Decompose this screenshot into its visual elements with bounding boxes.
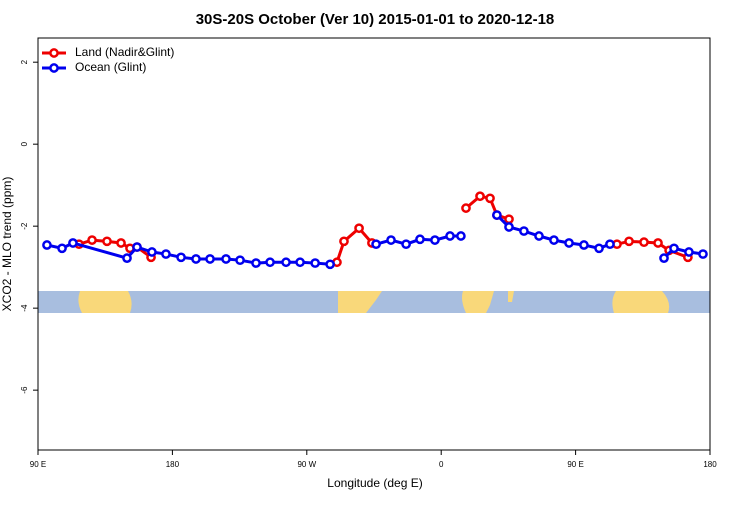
data-point bbox=[653, 238, 663, 248]
data-point bbox=[68, 238, 78, 248]
plot-frame bbox=[37, 37, 711, 451]
data-point bbox=[191, 254, 201, 264]
x-tick-label: 90 E bbox=[567, 460, 583, 469]
data-point bbox=[461, 203, 471, 213]
y-axis-label: XCO2 - MLO trend (ppm) bbox=[0, 177, 14, 312]
legend-marker bbox=[49, 48, 59, 58]
data-point bbox=[221, 254, 231, 264]
data-point bbox=[624, 236, 634, 247]
land-shape bbox=[508, 291, 514, 302]
y-tick-label: -4 bbox=[20, 304, 29, 312]
data-point bbox=[456, 231, 466, 241]
data-point bbox=[605, 239, 615, 250]
data-point bbox=[147, 247, 157, 257]
land-shape bbox=[78, 291, 132, 313]
data-point bbox=[492, 210, 502, 220]
x-tick-label: 180 bbox=[703, 460, 717, 469]
data-point bbox=[639, 237, 649, 248]
data-point bbox=[564, 238, 574, 248]
data-point bbox=[265, 257, 275, 268]
data-point bbox=[325, 259, 335, 270]
x-tick-label: 90 W bbox=[297, 460, 316, 469]
land-shape bbox=[462, 291, 494, 313]
data-point bbox=[176, 252, 186, 263]
data-point bbox=[485, 193, 495, 204]
data-point bbox=[235, 255, 245, 266]
data-point bbox=[579, 240, 589, 250]
data-point bbox=[87, 235, 97, 245]
data-point bbox=[401, 239, 411, 250]
y-tick-label: 2 bbox=[20, 59, 29, 64]
x-tick-label: 0 bbox=[439, 460, 444, 469]
data-point bbox=[42, 240, 52, 250]
data-point bbox=[659, 253, 669, 263]
data-point bbox=[371, 239, 381, 250]
x-tick-label: 90 E bbox=[30, 460, 46, 469]
data-point bbox=[281, 257, 291, 268]
data-point bbox=[684, 247, 694, 257]
data-point bbox=[57, 243, 67, 254]
data-point bbox=[122, 253, 132, 263]
land-mask bbox=[38, 291, 710, 313]
data-point bbox=[504, 214, 514, 225]
data-point bbox=[549, 235, 559, 245]
legend-label: Ocean (Glint) bbox=[75, 60, 146, 74]
data-point bbox=[116, 238, 126, 248]
legend-label: Land (Nadir&Glint) bbox=[75, 45, 174, 59]
y-tick-label: 0 bbox=[20, 141, 29, 146]
data-point bbox=[669, 243, 679, 254]
land-shape bbox=[338, 291, 382, 313]
data-point bbox=[698, 249, 708, 259]
data-point bbox=[161, 249, 171, 259]
data-point bbox=[339, 236, 349, 247]
legend-marker bbox=[49, 63, 59, 73]
data-point bbox=[354, 223, 364, 234]
data-point bbox=[310, 258, 321, 268]
data-point bbox=[534, 231, 544, 241]
data-point bbox=[251, 258, 261, 268]
x-tick-label: 180 bbox=[166, 460, 180, 469]
data-point bbox=[445, 231, 455, 241]
data-point bbox=[504, 222, 514, 232]
data-point bbox=[430, 235, 440, 245]
x-axis-label: Longitude (deg E) bbox=[327, 476, 422, 490]
y-tick-label: -2 bbox=[20, 222, 29, 230]
data-point bbox=[519, 226, 529, 236]
data-point bbox=[415, 234, 425, 245]
land-shape bbox=[612, 291, 670, 313]
data-point bbox=[132, 242, 142, 252]
data-point bbox=[475, 191, 485, 202]
data-point bbox=[386, 235, 396, 245]
data-point bbox=[205, 254, 215, 264]
data-point bbox=[594, 243, 604, 254]
data-point bbox=[102, 236, 112, 247]
data-point bbox=[295, 257, 305, 268]
chart-title: 30S-20S October (Ver 10) 2015-01-01 to 2… bbox=[196, 11, 555, 28]
y-tick-label: -6 bbox=[20, 386, 29, 394]
